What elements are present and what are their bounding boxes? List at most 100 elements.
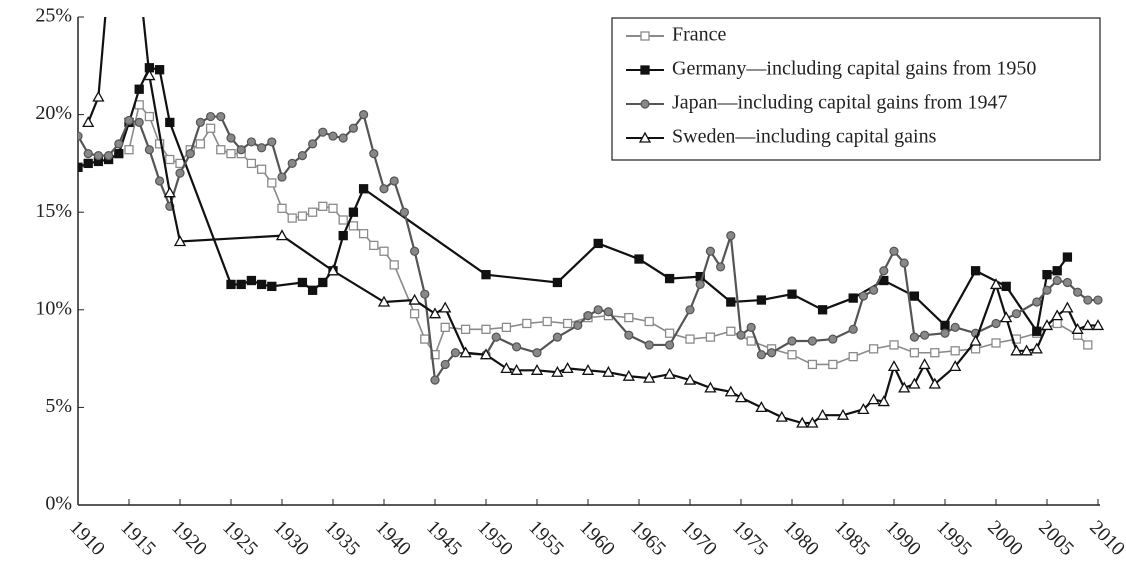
- x-tick-label: 1975: [728, 516, 772, 560]
- marker: [246, 137, 256, 147]
- marker: [848, 293, 858, 303]
- x-tick-label: 1985: [830, 516, 874, 560]
- marker: [879, 266, 889, 276]
- marker: [817, 305, 828, 315]
- marker: [501, 322, 512, 333]
- marker: [1011, 309, 1022, 319]
- marker: [379, 246, 389, 256]
- marker: [643, 371, 656, 383]
- marker: [318, 201, 328, 211]
- marker: [940, 328, 950, 338]
- marker: [114, 148, 124, 159]
- marker: [173, 235, 187, 247]
- x-tick-label: 1980: [779, 516, 823, 560]
- marker: [1052, 318, 1062, 329]
- marker: [919, 330, 930, 340]
- marker: [1020, 344, 1033, 356]
- marker: [358, 229, 369, 239]
- marker: [909, 348, 920, 358]
- marker: [1061, 301, 1074, 313]
- marker: [144, 111, 155, 122]
- legend-label: Sweden—including capital gains: [672, 126, 937, 148]
- marker: [530, 363, 544, 375]
- marker: [532, 348, 542, 358]
- marker: [664, 273, 675, 284]
- marker: [510, 363, 523, 375]
- x-tick-label: 1940: [371, 516, 415, 560]
- marker: [82, 116, 95, 128]
- marker: [940, 320, 950, 331]
- marker: [857, 403, 870, 415]
- marker: [338, 230, 348, 241]
- marker: [479, 348, 493, 360]
- marker: [83, 149, 93, 159]
- marker: [1062, 277, 1073, 288]
- marker: [246, 275, 257, 286]
- marker: [206, 111, 216, 122]
- marker: [889, 340, 899, 350]
- marker: [1083, 295, 1093, 305]
- marker: [603, 307, 614, 317]
- marker: [348, 221, 359, 231]
- marker: [226, 133, 236, 143]
- y-tick-label: 25%: [35, 5, 72, 27]
- marker: [389, 260, 399, 270]
- marker: [185, 149, 195, 159]
- marker: [1042, 270, 1052, 280]
- marker: [644, 340, 654, 350]
- marker: [460, 324, 471, 334]
- marker: [807, 359, 818, 370]
- marker: [287, 213, 297, 223]
- marker: [481, 270, 491, 280]
- marker: [848, 351, 858, 362]
- marker: [969, 334, 982, 346]
- marker: [552, 332, 563, 342]
- marker: [338, 215, 348, 225]
- marker: [736, 330, 746, 340]
- marker: [420, 289, 430, 299]
- marker: [226, 148, 236, 159]
- marker: [459, 346, 472, 358]
- marker: [408, 293, 421, 305]
- marker: [664, 328, 675, 338]
- marker: [775, 410, 788, 422]
- marker: [287, 158, 297, 168]
- marker: [338, 133, 348, 143]
- marker: [1032, 326, 1042, 336]
- marker: [908, 377, 921, 389]
- marker: [868, 285, 879, 295]
- marker: [950, 346, 960, 356]
- marker: [562, 318, 573, 329]
- marker: [275, 229, 289, 241]
- marker: [267, 281, 277, 292]
- marker: [858, 291, 869, 301]
- x-tick-label: 1990: [881, 516, 925, 560]
- x-tick-label: 1920: [167, 516, 211, 560]
- marker: [163, 186, 176, 198]
- marker: [318, 277, 328, 288]
- y-tick-label: 10%: [35, 297, 72, 319]
- marker: [602, 365, 615, 377]
- marker: [1010, 344, 1023, 356]
- marker: [542, 316, 552, 327]
- marker: [583, 311, 593, 321]
- marker: [909, 291, 920, 301]
- marker: [328, 203, 338, 213]
- marker: [78, 131, 83, 141]
- marker: [439, 301, 452, 313]
- marker: [1091, 319, 1105, 331]
- marker: [705, 246, 716, 256]
- legend-marker: [638, 131, 652, 143]
- marker: [491, 332, 501, 342]
- marker: [256, 164, 267, 174]
- marker: [440, 322, 450, 333]
- marker: [989, 278, 1003, 290]
- marker: [277, 172, 287, 182]
- marker: [267, 178, 277, 188]
- marker: [756, 350, 767, 360]
- marker: [359, 109, 369, 120]
- marker: [103, 150, 114, 161]
- marker: [950, 322, 960, 332]
- marker: [704, 381, 717, 393]
- marker: [918, 358, 931, 370]
